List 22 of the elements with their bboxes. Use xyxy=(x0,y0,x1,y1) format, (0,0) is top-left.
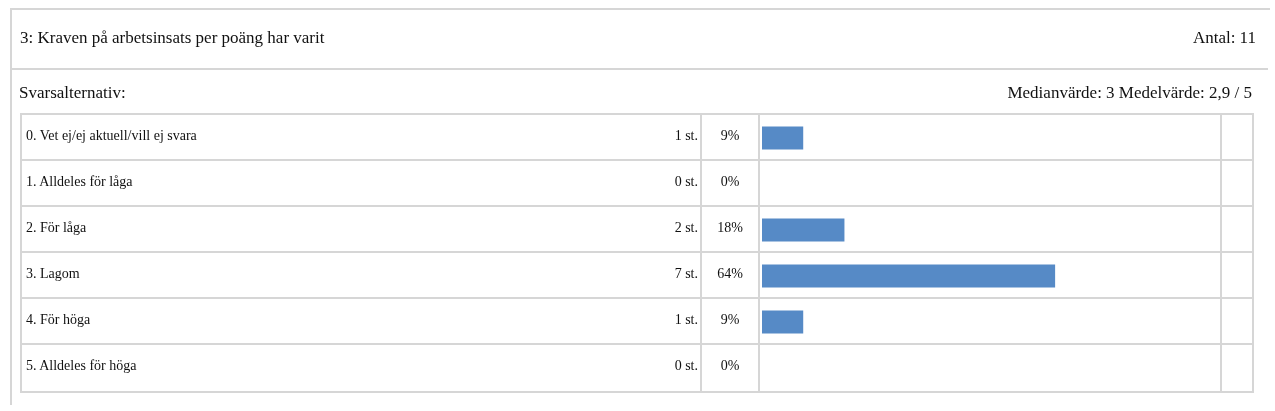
text: Svarsalternativ: xyxy=(19,83,126,103)
data-label: 64% xyxy=(716,266,744,282)
y-tick-label: 5. Alldeles för höga xyxy=(26,358,137,374)
data-label: 0% xyxy=(719,358,741,374)
y-tick-label: 1. Alldeles för låga xyxy=(26,174,133,190)
y-tick-label: 4. För höga xyxy=(26,312,91,328)
y-tick-label: 2. För låga xyxy=(26,220,87,236)
data-label: 18% xyxy=(716,220,744,236)
data-label: 0% xyxy=(719,174,741,190)
text: 3: Kraven på arbetsinsats per poäng har varit xyxy=(20,28,325,48)
text: 1 st. xyxy=(674,128,698,144)
y-tick-label: 3. Lagom xyxy=(26,266,80,282)
data-label: 9% xyxy=(719,312,741,328)
text: Medianvärde: 3 Medelvärde: 2,9 / 5 xyxy=(1007,83,1252,103)
text: 0 st. xyxy=(674,174,698,190)
text: Antal: 11 xyxy=(1192,28,1256,48)
text: 7 st. xyxy=(674,266,698,282)
text: 1 st. xyxy=(674,312,698,328)
y-tick-label: 0. Vet ej/ej aktuell/vill ej svara xyxy=(26,128,197,144)
text: 0 st. xyxy=(674,358,698,374)
text: 2 st. xyxy=(674,220,698,236)
data-label: 9% xyxy=(719,128,741,144)
